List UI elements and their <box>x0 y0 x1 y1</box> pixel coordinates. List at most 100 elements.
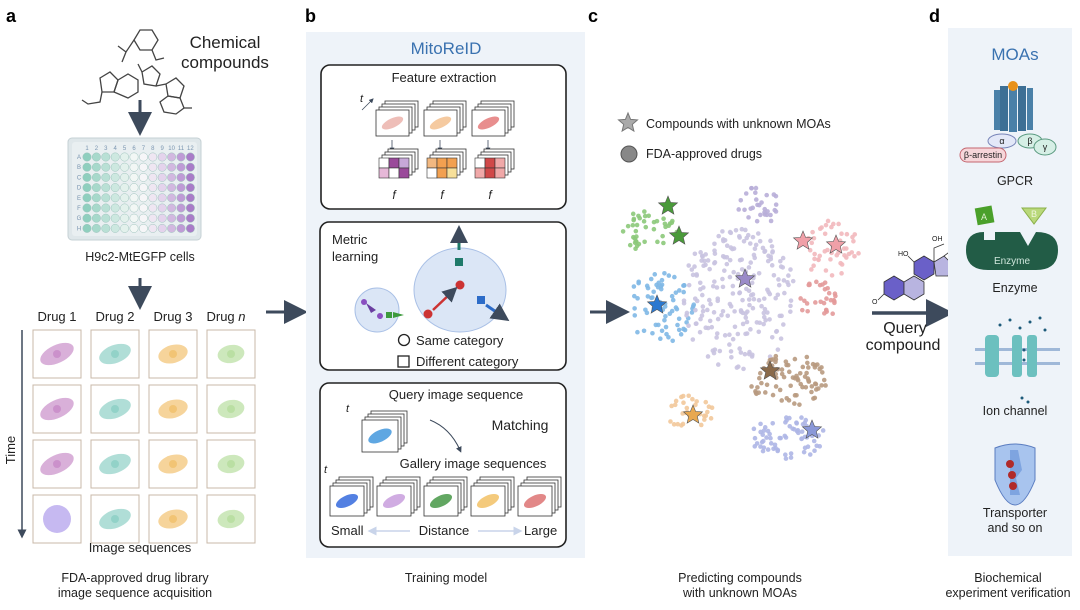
fda-drug-point <box>805 308 810 314</box>
fda-drug-point <box>764 435 769 440</box>
fda-drug-point <box>681 289 686 295</box>
fda-drug-point <box>636 280 641 286</box>
fda-drug-point <box>727 257 733 263</box>
fda-drug-point <box>768 212 773 218</box>
cell-shape <box>477 116 500 130</box>
plate-well <box>110 203 120 213</box>
fda-drug-point <box>711 310 717 315</box>
fda-drug-point <box>759 303 764 309</box>
panel-b: b MitoReID Feature extraction f f f t Metri… <box>305 6 585 585</box>
feature-map-cell <box>446 167 458 179</box>
fda-drug-point <box>802 420 808 426</box>
fda-drug-point <box>701 285 706 290</box>
fda-drug-point <box>698 316 703 322</box>
fda-drug-point <box>800 364 806 370</box>
fda-drug-point <box>765 310 770 315</box>
fda-drug-point <box>648 276 654 282</box>
fda-drug-point <box>748 327 753 332</box>
fda-drug-point <box>669 293 675 299</box>
plate-well <box>120 162 130 172</box>
cell-nucleus <box>111 350 119 358</box>
fda-drug-point <box>662 271 667 276</box>
fda-drug-point <box>758 421 763 427</box>
fda-drug-point <box>694 273 700 278</box>
plate-well <box>167 193 177 203</box>
fda-drug-point <box>822 249 828 254</box>
enzyme-inner-label: Enzyme <box>994 256 1031 267</box>
fda-drug-point <box>817 282 823 288</box>
plate-well <box>101 223 111 233</box>
steroid-molecule-icon <box>877 243 953 301</box>
panel-label-a: a <box>6 6 17 26</box>
cell-nucleus <box>169 350 177 358</box>
fda-drug-point <box>786 273 791 278</box>
fda-drug-point <box>662 317 667 323</box>
fda-drug-point <box>715 362 721 367</box>
gallery-image-sequences-label: Gallery image sequences <box>400 456 547 471</box>
fda-drug-point <box>627 242 633 248</box>
chemical-compounds-line1: Chemical <box>190 33 261 52</box>
fda-drug-point <box>819 370 825 375</box>
fda-drug-point <box>641 328 647 334</box>
fda-drug-point <box>839 231 844 237</box>
plate-well <box>129 193 139 203</box>
fda-drug-point <box>764 192 769 198</box>
fda-drug-point <box>741 238 747 244</box>
fda-drug-point <box>836 221 841 227</box>
plate-well <box>110 223 120 233</box>
panel-c: c Compounds with unknown MOAs FDA-approv… <box>588 6 861 600</box>
fda-drug-point <box>761 310 767 316</box>
chemical-compounds-line2: compounds <box>181 53 269 72</box>
fda-drug-point <box>744 319 750 325</box>
fda-drug-point <box>777 435 783 441</box>
fda-drug-point <box>646 213 652 219</box>
fda-drug-point <box>771 446 776 452</box>
fda-drug-point <box>768 441 774 446</box>
fda-drug-point <box>700 304 706 309</box>
fda-drug-point <box>635 329 640 335</box>
plate-well <box>148 183 158 193</box>
time-t-label: t <box>360 93 364 105</box>
fda-drug-point <box>841 246 847 251</box>
fda-drug-point <box>817 253 823 259</box>
metric-learning-line2: learning <box>332 249 378 264</box>
plate-well <box>138 223 148 233</box>
fda-drug-point <box>707 318 713 324</box>
fda-drug-point <box>759 380 764 386</box>
feature-map-cell <box>426 167 438 179</box>
feature-map-cell <box>436 157 448 169</box>
plate-well <box>167 183 177 193</box>
fda-drug-point <box>663 324 669 330</box>
plate-well <box>185 152 195 162</box>
plate-well <box>101 172 111 182</box>
fda-drug-point <box>797 370 803 376</box>
fda-drug-point <box>761 321 766 327</box>
cell-nucleus <box>53 350 61 358</box>
plate-well <box>157 213 167 223</box>
plate-well <box>91 203 101 213</box>
fda-drug-point <box>661 216 666 222</box>
caption-a-line2: image sequence acquisition <box>58 586 212 600</box>
plate-well <box>82 193 92 203</box>
fda-drug-point <box>720 237 726 242</box>
fda-drug-point <box>736 233 742 239</box>
fda-drug-point <box>727 229 733 235</box>
plate-row-label: B <box>77 165 81 171</box>
fda-drug-point <box>757 370 763 376</box>
fda-drug-point <box>829 273 835 278</box>
fda-drug-point <box>716 233 721 239</box>
fda-drug-point <box>651 226 657 232</box>
fda-drug-point <box>699 258 704 263</box>
fda-drug-point <box>762 306 768 312</box>
plate-well <box>110 183 120 193</box>
cell-shape <box>382 493 406 509</box>
fda-drug-point <box>731 246 737 251</box>
fda-drug-point <box>844 231 850 237</box>
fda-drug-point <box>814 279 819 285</box>
gpcr-beta: β <box>1027 136 1032 146</box>
fda-drug-point <box>829 224 834 230</box>
panel-label-b: b <box>305 6 316 26</box>
fda-drug-point <box>823 222 829 228</box>
plate-well <box>129 203 139 213</box>
plate-column-label: 2 <box>95 146 99 152</box>
